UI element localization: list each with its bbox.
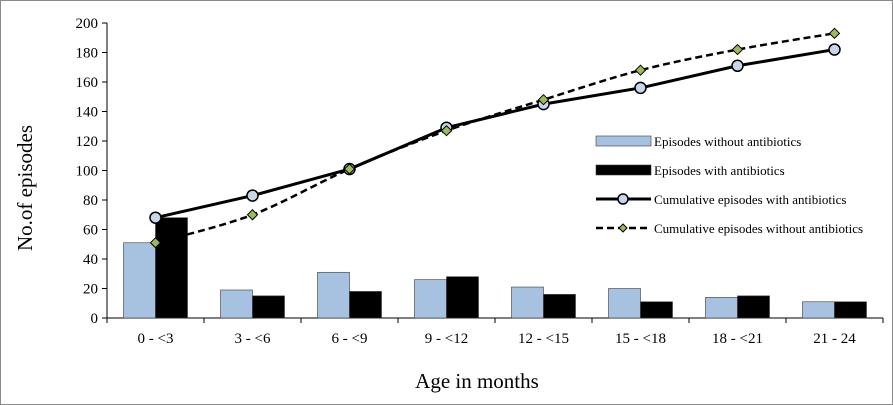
bar — [317, 271, 350, 319]
y-tick-label: 160 — [76, 75, 99, 91]
y-tick-label: 80 — [83, 193, 98, 209]
point-marker — [149, 211, 162, 224]
point-marker — [149, 237, 162, 249]
y-tick-label: 140 — [76, 105, 99, 121]
y-tick-label: 100 — [76, 164, 99, 180]
legend-swatch — [595, 164, 652, 176]
point-marker — [731, 43, 744, 56]
legend-swatch — [595, 135, 652, 147]
y-tick-label: 20 — [83, 282, 98, 298]
bar — [349, 291, 382, 319]
point-marker — [828, 43, 841, 56]
point-marker — [634, 81, 647, 95]
point-marker — [246, 209, 259, 221]
point-marker — [828, 27, 841, 40]
bar — [511, 286, 544, 319]
x-tick-label: 18 - <21 — [712, 331, 763, 347]
point-marker — [343, 163, 356, 175]
legend-label: Cumulative episodes without antibiotics — [654, 221, 863, 236]
legend-label: Cumulative episodes with antibiotics — [654, 192, 846, 207]
x-axis: 0 - <3 3 - <6 6 - <9 9 - <12 12 - <15 15 - <1… — [106, 317, 884, 347]
y-tick-label: 120 — [76, 134, 99, 150]
bar — [640, 301, 673, 319]
bar — [608, 288, 641, 319]
x-axis-title: Age in months — [415, 369, 539, 393]
lines — [155, 32, 835, 244]
x-tick-label: 0 - <3 — [138, 331, 174, 347]
legend-label: Episodes with antibiotics — [654, 163, 785, 178]
point-marker — [440, 124, 453, 137]
x-tick-label: 3 - <6 — [235, 331, 271, 347]
point-marker — [731, 59, 744, 73]
legend: Episodes without antibiotics Episodes wit… — [595, 134, 863, 236]
point-marker — [537, 93, 550, 106]
y-tick-label: 0 — [91, 311, 99, 327]
bar — [123, 242, 156, 319]
bars — [123, 217, 867, 319]
bar — [834, 301, 867, 319]
bar — [414, 279, 447, 319]
x-tick-label: 15 - <18 — [615, 331, 666, 347]
bar — [220, 289, 253, 319]
markers — [149, 27, 841, 249]
y-tick-label: 200 — [76, 16, 99, 32]
y-tick-label: 180 — [76, 46, 99, 62]
point-marker — [634, 64, 647, 76]
x-tick-label: 6 - <9 — [332, 331, 368, 347]
bar — [802, 301, 835, 319]
legend-label: Episodes without antibiotics — [654, 134, 801, 149]
x-tick-label: 21 - 24 — [813, 331, 856, 347]
legend-marker — [617, 193, 629, 205]
bar — [737, 295, 770, 319]
bar — [705, 297, 738, 319]
legend-marker — [618, 223, 628, 233]
y-axis: 0 20 40 60 80 100 120 140 160 180 200 — [76, 16, 108, 327]
y-tick-label: 40 — [83, 252, 98, 268]
bar — [252, 295, 285, 319]
x-tick-label: 9 - <12 — [425, 331, 468, 347]
bar — [155, 217, 188, 319]
bar — [543, 294, 576, 319]
y-axis-title: No.of episodes — [13, 125, 37, 251]
bar — [446, 276, 479, 319]
point-marker — [246, 189, 259, 202]
y-tick-label: 60 — [83, 223, 98, 239]
series-line — [155, 32, 835, 244]
x-tick-label: 12 - <15 — [518, 331, 569, 347]
